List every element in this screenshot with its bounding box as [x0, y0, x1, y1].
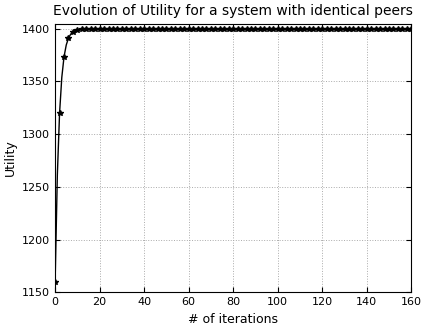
Y-axis label: Utility: Utility — [3, 139, 17, 176]
X-axis label: # of iterations: # of iterations — [188, 313, 278, 326]
Title: Evolution of Utility for a system with identical peers: Evolution of Utility for a system with i… — [53, 4, 413, 18]
